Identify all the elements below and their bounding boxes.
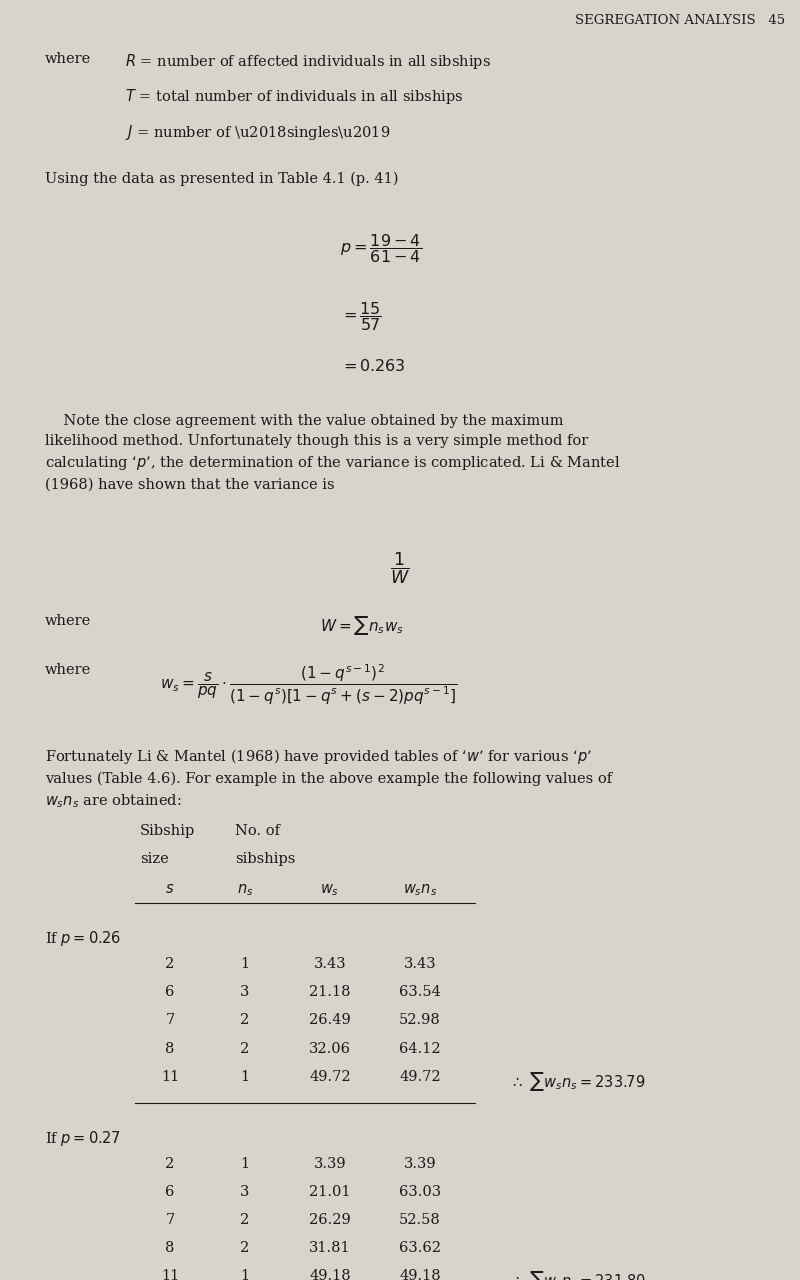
Text: $s$: $s$	[166, 882, 174, 896]
Text: 8: 8	[166, 1042, 174, 1056]
Text: 2: 2	[240, 1213, 250, 1228]
Text: $w_s = \dfrac{s}{pq} \cdot \dfrac{(1-q^{s-1})^2}{(1-q^s)[1-q^s+(s-2)pq^{s-1}]}$: $w_s = \dfrac{s}{pq} \cdot \dfrac{(1-q^{…	[160, 663, 458, 707]
Text: 26.29: 26.29	[309, 1213, 351, 1228]
Text: 2: 2	[240, 1042, 250, 1056]
Text: $W = \sum n_s w_s$: $W = \sum n_s w_s$	[320, 614, 404, 637]
Text: $\dfrac{1}{W}$: $\dfrac{1}{W}$	[390, 550, 410, 586]
Text: 49.72: 49.72	[309, 1070, 351, 1084]
Text: $= 0.263$: $= 0.263$	[340, 358, 405, 375]
Text: where: where	[45, 663, 91, 677]
Text: 2: 2	[240, 1242, 250, 1256]
Text: 2: 2	[166, 1157, 174, 1171]
Text: 2: 2	[166, 957, 174, 972]
Text: 1: 1	[241, 1270, 250, 1280]
Text: $R$ = number of affected individuals in all sibships: $R$ = number of affected individuals in …	[125, 51, 491, 70]
Text: 1: 1	[241, 957, 250, 972]
Text: $= \dfrac{15}{57}$: $= \dfrac{15}{57}$	[340, 300, 382, 333]
Text: 3.39: 3.39	[404, 1157, 436, 1171]
Text: 52.98: 52.98	[399, 1014, 441, 1028]
Text: where: where	[45, 614, 91, 628]
Text: 31.81: 31.81	[309, 1242, 351, 1256]
Text: Sibship: Sibship	[140, 824, 195, 838]
Text: 63.62: 63.62	[399, 1242, 441, 1256]
Text: 21.01: 21.01	[310, 1185, 350, 1199]
Text: 1: 1	[241, 1070, 250, 1084]
Text: 63.03: 63.03	[399, 1185, 441, 1199]
Text: $\therefore\ \sum w_s n_s = 233.79$: $\therefore\ \sum w_s n_s = 233.79$	[510, 1070, 646, 1093]
Text: $n_s$: $n_s$	[237, 882, 253, 897]
Text: 3.43: 3.43	[404, 957, 436, 972]
Text: 52.58: 52.58	[399, 1213, 441, 1228]
Text: $w_s n_s$: $w_s n_s$	[403, 882, 437, 897]
Text: $J$ = number of \u2018singles\u2019: $J$ = number of \u2018singles\u2019	[125, 123, 390, 142]
Text: 49.72: 49.72	[399, 1070, 441, 1084]
Text: Using the data as presented in Table 4.1 (p. 41): Using the data as presented in Table 4.1…	[45, 172, 398, 186]
Text: If $p = 0.27$: If $p = 0.27$	[45, 1129, 121, 1148]
Text: sibships: sibships	[235, 852, 295, 867]
Text: 49.18: 49.18	[399, 1270, 441, 1280]
Text: $w_s$: $w_s$	[321, 882, 339, 897]
Text: 2: 2	[240, 1014, 250, 1028]
Text: No. of: No. of	[235, 824, 280, 838]
Text: 3.43: 3.43	[314, 957, 346, 972]
Text: 6: 6	[166, 986, 174, 1000]
Text: 11: 11	[161, 1270, 179, 1280]
Text: 3: 3	[240, 1185, 250, 1199]
Text: $\therefore\ \sum w_s n_s = 231.80$: $\therefore\ \sum w_s n_s = 231.80$	[510, 1270, 646, 1280]
Text: 49.18: 49.18	[309, 1270, 351, 1280]
Text: size: size	[140, 852, 169, 867]
Text: Fortunately Li & Mantel (1968) have provided tables of ‘$w$’ for various ‘$p$’
v: Fortunately Li & Mantel (1968) have prov…	[45, 748, 612, 810]
Text: 26.49: 26.49	[309, 1014, 351, 1028]
Text: $T$ = total number of individuals in all sibships: $T$ = total number of individuals in all…	[125, 87, 463, 106]
Text: 7: 7	[166, 1014, 174, 1028]
Text: Note the close agreement with the value obtained by the maximum
likelihood metho: Note the close agreement with the value …	[45, 415, 621, 492]
Text: SEGREGATION ANALYSIS   45: SEGREGATION ANALYSIS 45	[575, 14, 785, 27]
Text: 21.18: 21.18	[310, 986, 350, 1000]
Text: 64.12: 64.12	[399, 1042, 441, 1056]
Text: 7: 7	[166, 1213, 174, 1228]
Text: 3: 3	[240, 986, 250, 1000]
Text: 6: 6	[166, 1185, 174, 1199]
Text: If $p = 0.26$: If $p = 0.26$	[45, 929, 121, 948]
Text: 3.39: 3.39	[314, 1157, 346, 1171]
Text: 32.06: 32.06	[309, 1042, 351, 1056]
Text: $p = \dfrac{19-4}{61-4}$: $p = \dfrac{19-4}{61-4}$	[340, 233, 422, 265]
Text: where: where	[45, 51, 91, 65]
Text: 1: 1	[241, 1157, 250, 1171]
Text: 11: 11	[161, 1070, 179, 1084]
Text: 8: 8	[166, 1242, 174, 1256]
Text: 63.54: 63.54	[399, 986, 441, 1000]
